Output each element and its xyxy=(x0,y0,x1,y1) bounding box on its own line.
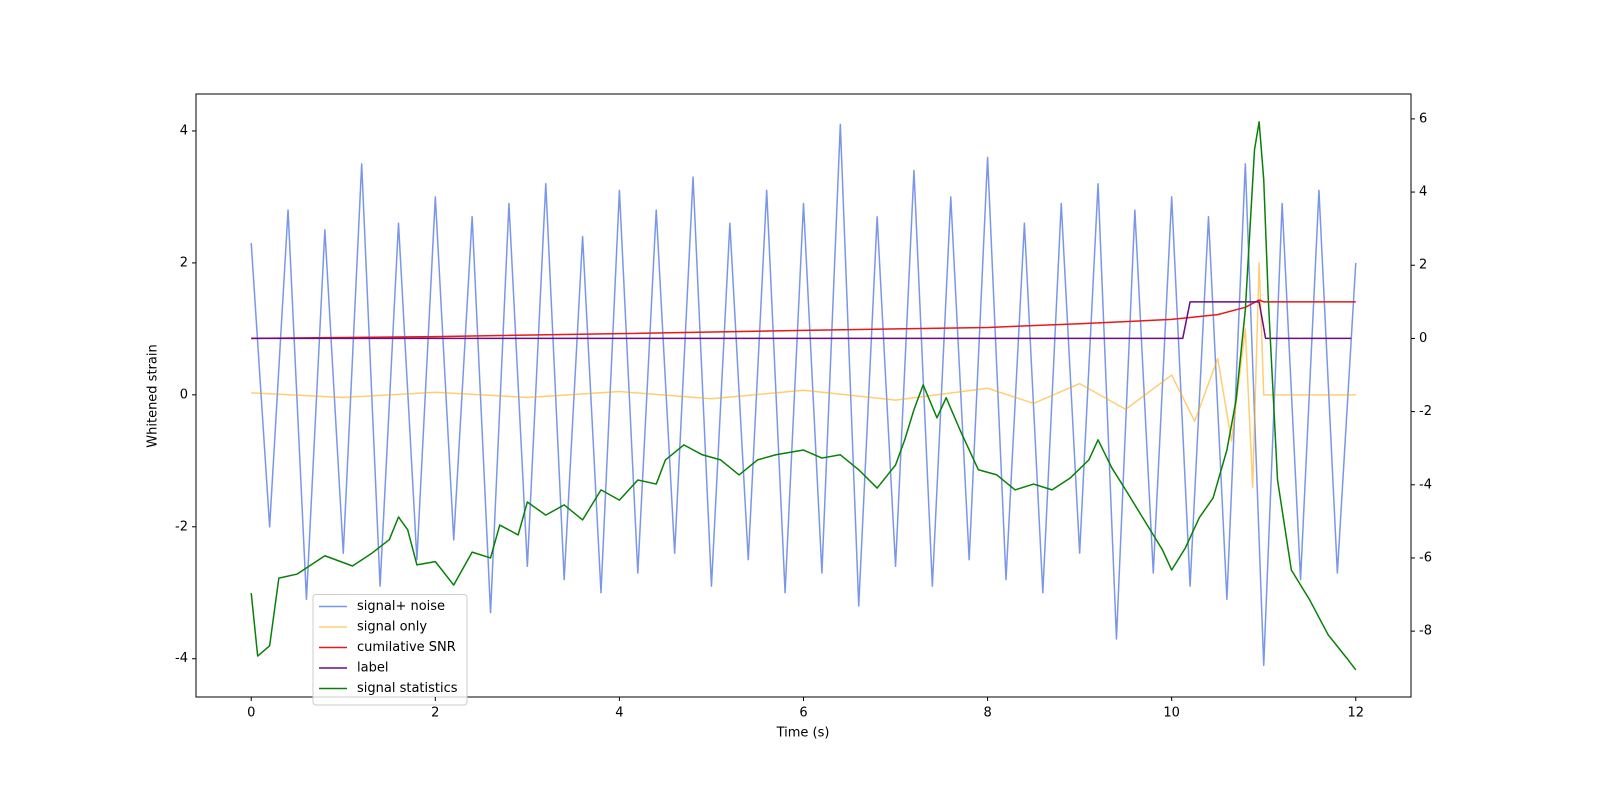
series-line xyxy=(251,262,1356,488)
legend-box xyxy=(312,594,468,706)
legend-label: signal statistics xyxy=(357,681,458,696)
legend-label: signal+ noise xyxy=(357,599,445,614)
x-tick-label: 2 xyxy=(431,706,439,721)
y-tick-label: -2 xyxy=(175,519,188,534)
legend: signal+ noise signal only cumilative SNR la… xyxy=(312,594,468,706)
y-tick-label: 4 xyxy=(180,123,188,138)
legend-label: cumilative SNR xyxy=(357,640,456,655)
y2-tick-label: 4 xyxy=(1419,185,1427,200)
x-tick-label: 8 xyxy=(983,706,991,721)
series-line xyxy=(250,123,1357,667)
y-tick-label: -4 xyxy=(175,651,188,666)
y2-tick-label: 2 xyxy=(1419,258,1427,273)
x-tick-label: 4 xyxy=(615,706,623,721)
y2-tick-label: -8 xyxy=(1419,624,1432,639)
y-tick-label: 0 xyxy=(180,387,188,402)
legend-label: label xyxy=(357,661,388,676)
y-tick-label: 2 xyxy=(180,255,188,270)
y2-tick-label: 6 xyxy=(1419,111,1427,126)
series-line xyxy=(251,301,1352,340)
series-line xyxy=(250,121,1357,671)
legend-label: signal only xyxy=(357,620,427,635)
x-tick-label: 10 xyxy=(1163,706,1180,721)
x-axis-label: Time (s) xyxy=(776,726,830,741)
x-tick-label: 6 xyxy=(799,706,807,721)
y2-tick-label: -6 xyxy=(1419,550,1432,565)
plot-area xyxy=(250,121,1357,671)
x-tick-label: 12 xyxy=(1347,706,1364,721)
y2-tick-label: 0 xyxy=(1419,331,1427,346)
y2-tick-label: -4 xyxy=(1419,477,1432,492)
y2-tick-label: -2 xyxy=(1419,404,1432,419)
series-line xyxy=(251,299,1356,340)
y-axis-label: Whitened strain xyxy=(146,344,161,447)
x-tick-label: 0 xyxy=(247,706,255,721)
